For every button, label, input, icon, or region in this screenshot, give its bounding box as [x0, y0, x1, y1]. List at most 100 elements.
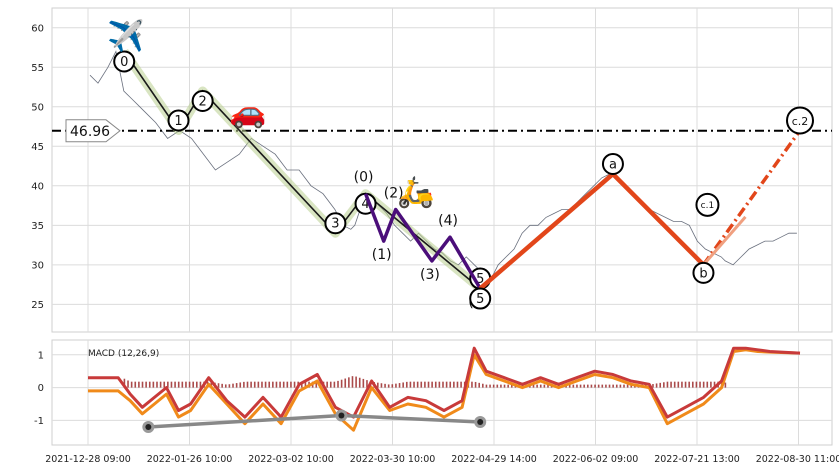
macd-hist-bar	[597, 384, 600, 388]
macd-hist-bar	[366, 380, 368, 388]
price-panel-frame	[51, 7, 833, 333]
macd-hist-bar	[188, 381, 191, 388]
x-axis: 2021-12-28 09:00 2022-01-26 10:00 2022-03-…	[45, 454, 839, 465]
macd-hist-bar	[605, 384, 607, 388]
macd-hist-bar	[536, 384, 538, 388]
macd-hist-bar	[608, 384, 611, 388]
macd-hist-bar	[235, 383, 238, 388]
macd-hist-bar	[471, 381, 473, 388]
macd-hist-bar	[405, 381, 408, 388]
sub-wave-line	[363, 193, 482, 290]
x-tick-label: 2022-04-29 14:00	[451, 454, 537, 465]
x-tick-label: 2022-07-21 13:00	[654, 454, 740, 465]
macd-hist-bar	[702, 381, 705, 388]
macd-hist-bar	[340, 379, 343, 388]
macd-hist-bar	[438, 381, 441, 388]
wave-marker-label: c.1	[701, 201, 715, 211]
macd-y-tick-label: -1	[34, 416, 44, 427]
macd-hist-bar	[489, 384, 491, 388]
macd-hist-bar	[163, 381, 166, 388]
horizontal-level: 46.96	[52, 119, 832, 143]
macd-hist-bar	[666, 381, 669, 388]
sub-wave-label: (1)	[372, 247, 392, 263]
macd-hist-bar	[677, 381, 680, 388]
wave-marker-circle	[167, 109, 190, 132]
sub-wave-label: (4)	[438, 213, 458, 229]
macd-hist-bar	[138, 381, 140, 388]
macd-hist-bar	[228, 384, 231, 388]
level-badge	[65, 119, 121, 143]
macd-hist-bar	[673, 381, 676, 388]
macd-hist-bar	[185, 381, 187, 388]
macd-hist-bar	[612, 384, 614, 388]
macd-title: MACD (12,26,9)	[88, 349, 159, 359]
macd-lines	[88, 346, 801, 433]
macd-hist-bar	[315, 381, 318, 388]
macd-hist-bar	[442, 381, 444, 388]
x-tick-label: 2022-06-02 09:00	[553, 454, 639, 465]
macd-hist-bar	[380, 383, 383, 388]
wave-marker-label: b	[699, 266, 707, 281]
macd-hist-bar	[174, 381, 176, 388]
x-tick-label: 2022-03-02 10:00	[248, 454, 334, 465]
price-y-tick-label: 40	[31, 181, 44, 192]
divergence-marker-core	[145, 423, 152, 430]
macd-hist-bar	[134, 381, 137, 388]
macd-hist-bar	[688, 381, 690, 388]
sub-wave-label: (2)	[384, 186, 404, 202]
wave-marker-circle	[469, 287, 492, 310]
macd-hist-bar	[413, 381, 415, 388]
wave-marker-circle	[786, 106, 814, 135]
macd-hist-bar	[420, 381, 423, 388]
wave-marker-label: 1	[174, 114, 182, 129]
macd-hist-bar	[210, 382, 213, 388]
macd-hist-bar	[250, 381, 252, 388]
macd-hist-bar	[576, 384, 578, 388]
macd-hist-bar	[264, 381, 267, 388]
macd-hist-bar	[217, 383, 220, 388]
macd-hist-bar	[167, 381, 169, 388]
macd-hist-bar	[695, 381, 698, 388]
macd-hist-bar	[659, 382, 662, 388]
macd-hist-bar	[362, 378, 365, 388]
macd-hist-bar	[590, 384, 593, 388]
price-y-tick-label: 60	[31, 23, 44, 34]
macd-hist-bar	[492, 384, 495, 388]
macd-hist-bar	[304, 381, 307, 388]
macd-hist-bar	[684, 381, 687, 388]
emoji-markers: ✈️ 🚗 🛵	[107, 17, 434, 210]
wave-marker-label: a	[609, 157, 617, 172]
macd-hist-bar	[156, 381, 158, 388]
price-y-tick-label: 45	[31, 142, 44, 153]
price-y-tick-label: 25	[31, 300, 44, 311]
macd-hist-bar	[355, 376, 357, 388]
macd-hist-bar	[344, 378, 347, 388]
macd-hist-bar	[261, 381, 263, 388]
sub-wave-label: (0)	[354, 170, 374, 186]
macd-hist-bar	[445, 381, 448, 388]
macd-hist-bar	[434, 381, 437, 388]
macd-hist-bar	[456, 381, 459, 388]
macd-hist-bar	[496, 384, 499, 388]
macd-hist-bar	[630, 384, 633, 388]
macd-hist-bar	[127, 380, 129, 388]
price-y-tick-label: 50	[31, 102, 44, 113]
wave-marker-label: 0	[120, 55, 128, 70]
macd-hist-bar	[507, 384, 509, 388]
macd-hist-bar	[587, 384, 589, 388]
macd-hist-bar	[474, 381, 477, 388]
macd-hist-bar	[293, 381, 296, 388]
macd-hist-bar	[449, 381, 452, 388]
macd-hist-bar	[272, 381, 274, 388]
level-value-label: 46.96	[70, 124, 110, 140]
projection-sub-line	[702, 215, 747, 266]
wave-marker-circle	[692, 261, 715, 284]
macd-hist-bar	[706, 381, 709, 388]
macd-hist-bar	[431, 381, 433, 388]
price-series	[89, 50, 797, 282]
macd-hist-bar	[594, 384, 596, 388]
macd-hist-bar	[159, 381, 162, 388]
macd-hist-bar	[416, 381, 419, 388]
wave-marker-label: 5	[476, 272, 484, 287]
